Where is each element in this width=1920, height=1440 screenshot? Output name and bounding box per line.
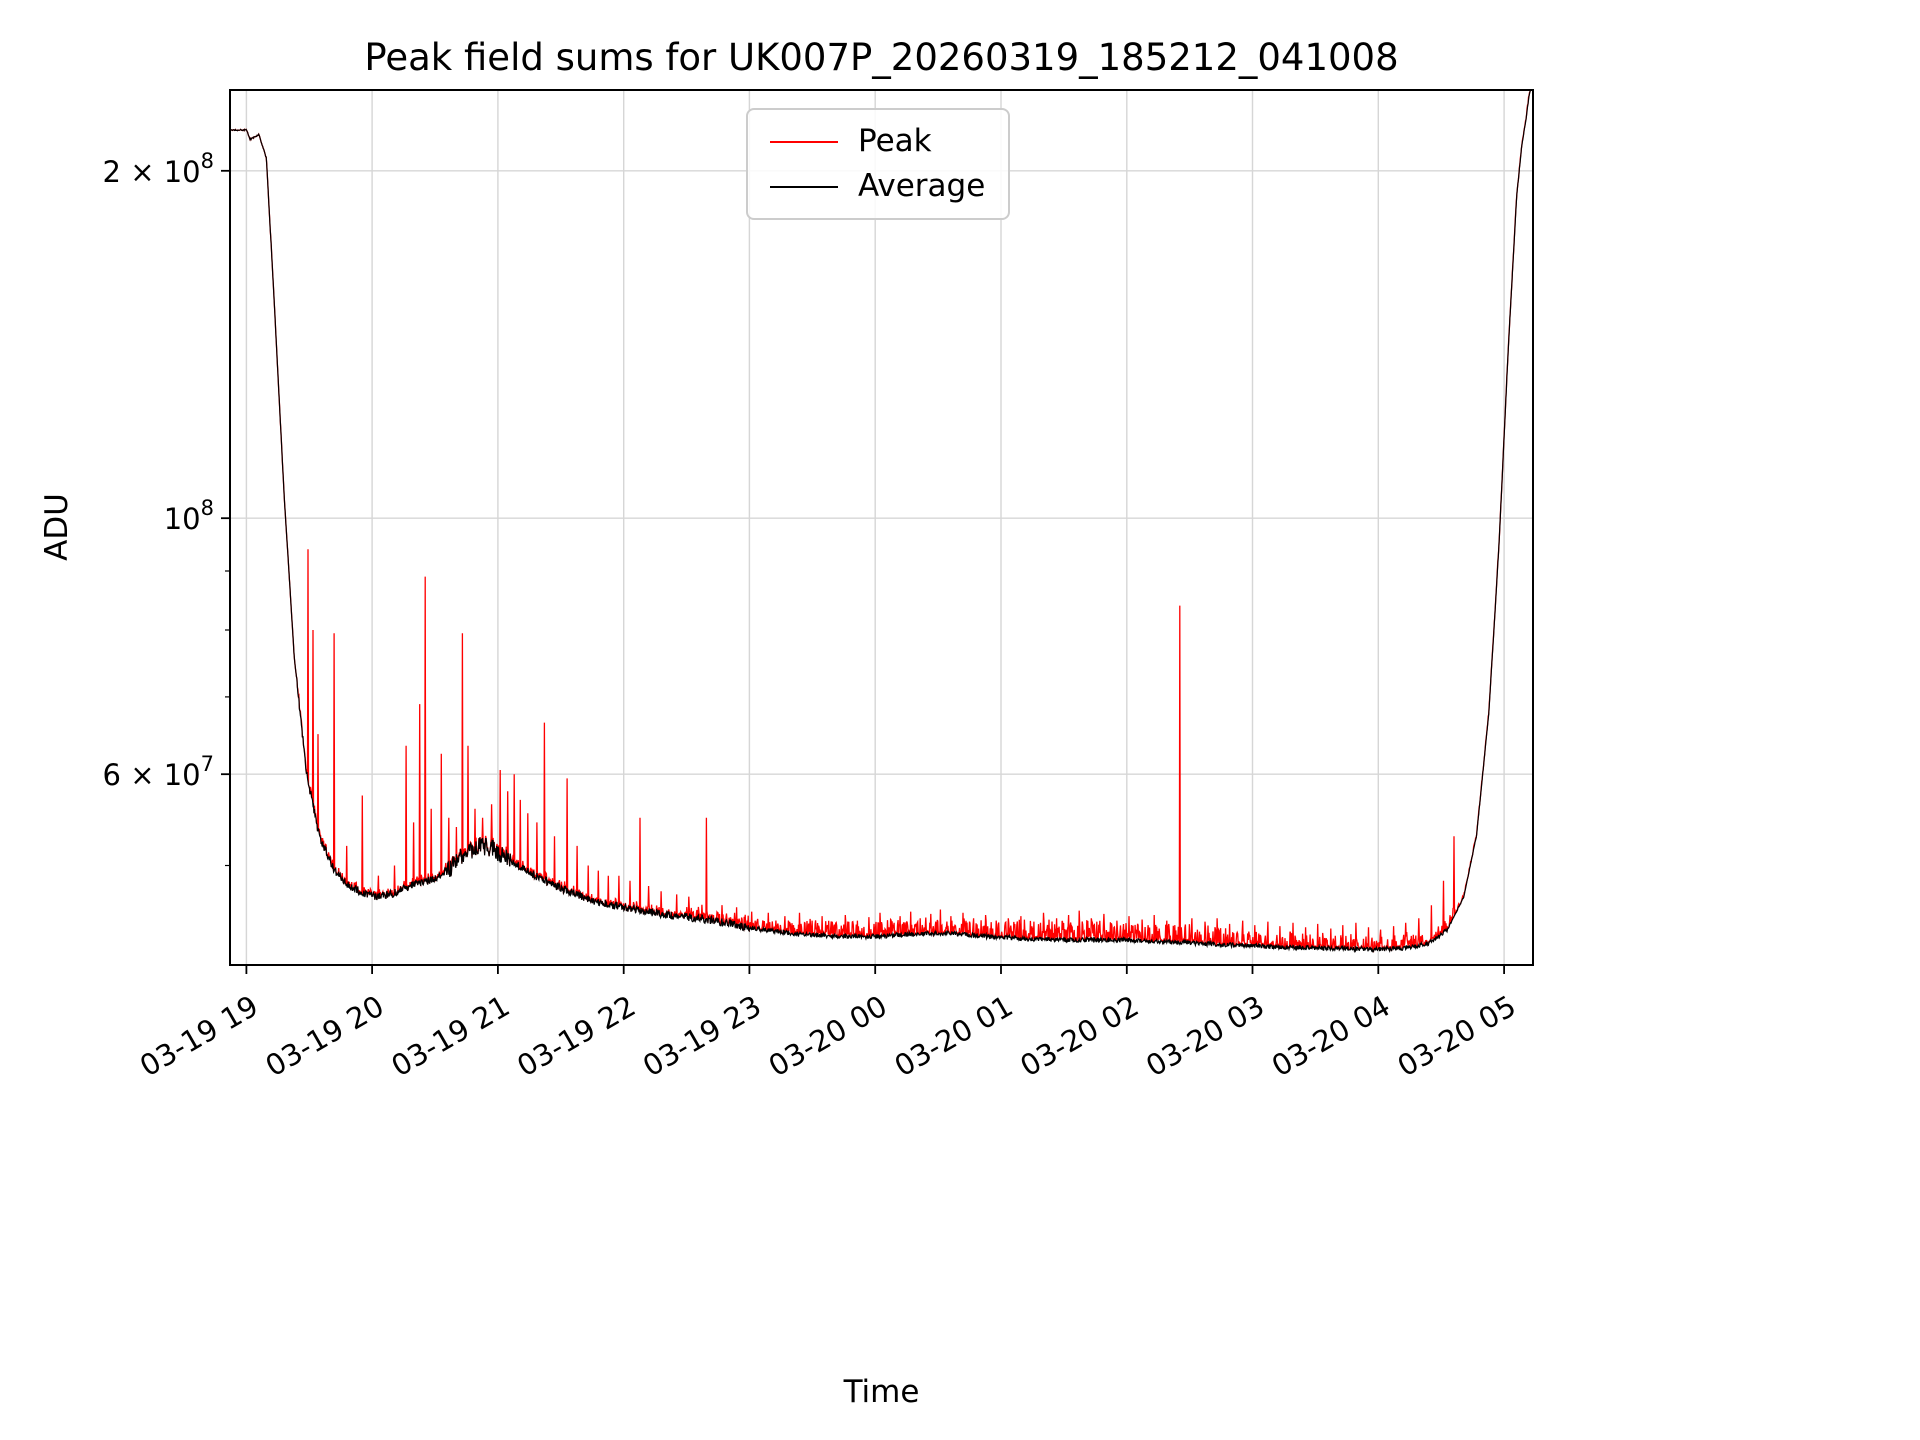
y-tick-label: 108 xyxy=(164,496,214,536)
x-tick-label: 03-19 19 xyxy=(134,989,264,1084)
series-average xyxy=(229,89,1533,954)
legend-label: Average xyxy=(858,168,986,204)
legend: Peak Average xyxy=(746,108,1010,220)
peak-line-swatch xyxy=(770,140,838,143)
legend-item-average: Average xyxy=(748,164,1008,209)
x-tick-label: 03-20 01 xyxy=(889,989,1019,1084)
x-tick-label: 03-20 00 xyxy=(763,989,893,1084)
x-axis-label: Time xyxy=(843,1374,920,1410)
y-tick-label: 6 × 107 xyxy=(103,752,214,792)
x-tick-label: 03-19 23 xyxy=(637,989,767,1084)
y-tick-label: 2 × 108 xyxy=(103,149,214,189)
x-tick-label: 03-19 21 xyxy=(385,989,515,1084)
x-tick-label: 03-19 22 xyxy=(511,989,641,1084)
x-tick-label: 03-20 03 xyxy=(1140,989,1270,1084)
x-tick-label: 03-20 05 xyxy=(1392,989,1522,1084)
axis-ticks xyxy=(221,169,1505,974)
y-axis-label: ADU xyxy=(39,493,75,561)
x-tick-label: 03-20 04 xyxy=(1266,989,1396,1084)
grid xyxy=(230,90,1533,965)
legend-label: Peak xyxy=(858,123,932,159)
plot-frame xyxy=(229,89,1534,966)
chart-title: Peak field sums for UK007P_20260319_1852… xyxy=(364,36,1399,79)
average-line-swatch xyxy=(770,185,838,188)
legend-item-peak: Peak xyxy=(748,119,1008,164)
x-tick-label: 03-19 20 xyxy=(260,989,390,1084)
x-tick-label: 03-20 02 xyxy=(1014,989,1144,1084)
